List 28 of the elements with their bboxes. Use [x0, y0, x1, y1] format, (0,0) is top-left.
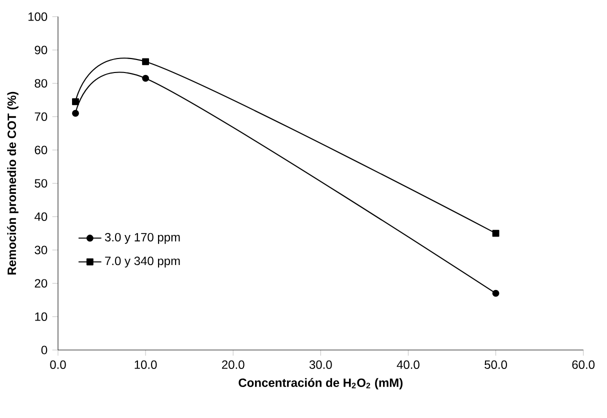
x-tick-label: 20.0: [222, 360, 244, 369]
x-tick-label: 50.0: [484, 360, 507, 369]
y-tick-label: 50: [34, 179, 48, 188]
y-tick-label: 70: [34, 112, 48, 121]
point: [142, 74, 150, 82]
x-tick-label: 60.0: [572, 360, 595, 369]
y-tick-label: 40: [34, 212, 48, 221]
x-tick-label: 0.0: [50, 360, 66, 369]
y-tick-label: 20: [34, 279, 48, 288]
y-tick-label: 60: [34, 146, 48, 154]
y-tick-label: 100: [28, 12, 48, 21]
point: [72, 98, 79, 106]
x-tick-label: 10.0: [134, 360, 157, 369]
x-tick-label: 30.0: [309, 360, 332, 369]
y-axis-title: Remoción promedio de COT (%): [7, 92, 18, 275]
legend-label: 7.0 y 340 ppm: [105, 256, 180, 268]
point: [492, 230, 500, 237]
point: [72, 110, 79, 117]
x-axis-title: Concentración de H$_{2}$O$_{2}$ (mM): [238, 378, 403, 390]
x-tick-label: 40.0: [396, 360, 420, 369]
y-tick-label: 90: [34, 46, 48, 54]
y-tick-label: 80: [34, 79, 48, 88]
y-tick-label: 0: [41, 346, 48, 354]
point: [142, 58, 150, 66]
legend-label: 3.0 y 170 ppm: [104, 232, 180, 244]
y-tick-label: 10: [35, 312, 48, 321]
y-tick-label: 30: [34, 246, 48, 254]
point: [492, 290, 500, 297]
